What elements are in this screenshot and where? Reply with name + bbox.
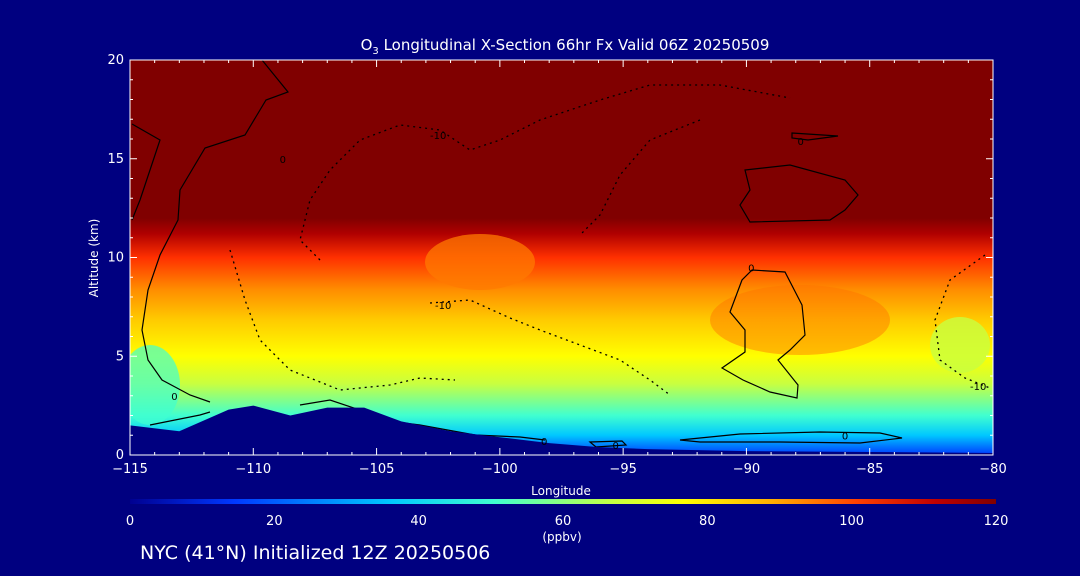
colorbar-tick-label: 60 [555,514,572,529]
x-tick-label: −105 [359,462,395,477]
plot-area [130,60,993,455]
contour-solid-westedge [131,123,161,221]
y-tick-label: 15 [107,152,124,167]
contour-label: 0 [171,392,177,403]
chart-title-rest: Longitudinal X-Section 66hr Fx Valid 06Z… [379,36,770,54]
low-ozone-pocket [930,317,990,373]
mid-ozone-bulge [710,285,890,355]
contour-label: -10 [430,131,446,142]
colorbar-unit-label: (ppbv) [542,530,581,544]
contour-label: 0 [541,437,547,448]
contour-label: -10 [435,301,451,312]
y-tick-label: 10 [107,251,124,266]
y-axis-ticks: 0 5 10 15 20 [107,53,993,463]
contour-solid-west [141,60,289,403]
contour-dashed-upper-loop [299,84,791,261]
x-tick-label: −100 [482,462,518,477]
colorbar-tick-label: 20 [266,514,283,529]
high-ozone-tongue [425,234,535,290]
contour-label: 0 [842,431,848,442]
x-tick-label: −110 [235,462,271,477]
terrain-mask [130,405,993,455]
x-tick-label: −85 [856,462,883,477]
ozone-field [130,60,993,455]
colorbar-tick-label: 120 [984,514,1009,529]
contour-label: 0 [748,263,754,274]
contour-solid-lower-west [149,411,211,426]
contour-labels: -10 -10 -10 0 0 0 0 0 0 0 [171,131,986,452]
contour-solid-surface-mid [588,440,628,448]
x-tick-label: −80 [979,462,1006,477]
low-ozone-west [130,345,180,425]
contour-label: 0 [280,155,286,166]
contour-solid-upper [739,164,859,223]
y-axis-label: Altitude (km) [87,219,101,298]
chart-title-prefix: O [361,36,373,54]
colorbar-tick-label: 0 [126,514,134,529]
chart-title-subscript: 3 [372,46,378,57]
x-axis-label: Longitude [531,484,591,498]
colorbar-tick-label: 40 [410,514,427,529]
y-tick-label: 5 [116,349,124,364]
contour-solid-small [791,132,839,141]
colorbar-ticks: 0 20 40 60 80 100 120 [126,514,1009,529]
x-tick-label: −115 [112,462,148,477]
x-axis-ticks: −115 −110 −105 −100 −95 −90 −85 −80 [112,60,1007,477]
contour-label: -10 [970,382,986,393]
x-tick-label: −90 [733,462,760,477]
y-tick-label: 20 [107,53,124,68]
contour-label: 0 [613,441,619,452]
contour-solid-surface-east [679,431,903,444]
contour-label: 0 [797,137,803,148]
contour-lines-dashed [229,84,991,396]
x-tick-label: −95 [609,462,636,477]
contour-solid-plume [720,269,806,399]
chart-title: O3 Longitudinal X-Section 66hr Fx Valid … [361,36,770,57]
y-tick-label: 0 [116,448,124,463]
colorbar-tick-label: 80 [699,514,716,529]
colorbar [130,499,996,504]
colorbar-tick-label: 100 [839,514,864,529]
footer-caption: NYC (41°N) Initialized 12Z 20250506 [140,542,491,564]
